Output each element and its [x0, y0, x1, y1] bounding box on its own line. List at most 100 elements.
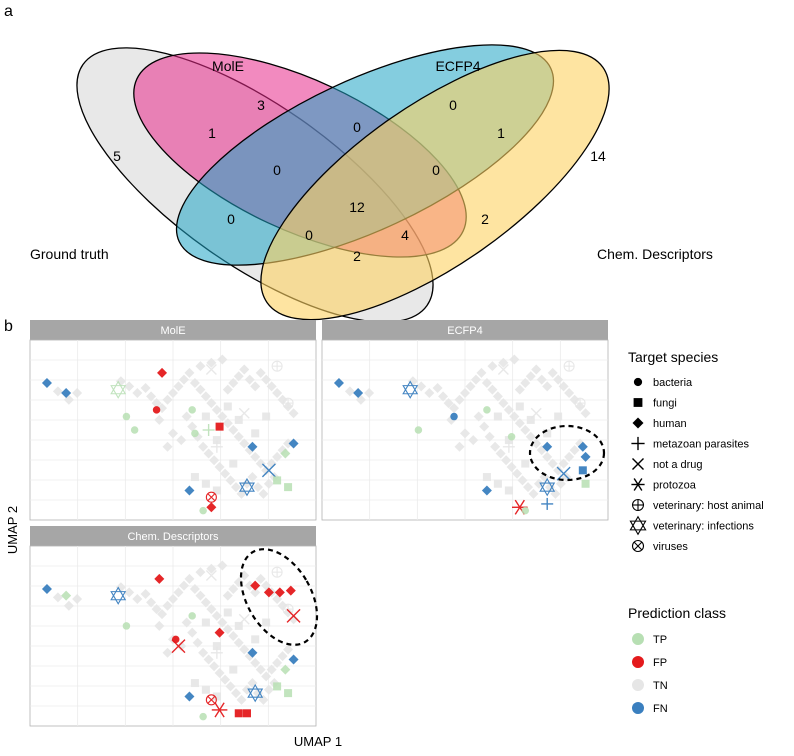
- scatter-point: [554, 412, 563, 421]
- venn-count: 0: [449, 97, 457, 113]
- scatter-point: [222, 590, 233, 601]
- scatter-point: [487, 384, 498, 395]
- scatter-point: [539, 477, 556, 497]
- scatter-point: [168, 594, 178, 605]
- scatter-point: [229, 665, 238, 674]
- scatter-point: [124, 587, 135, 598]
- scatter-point: [262, 618, 271, 627]
- scatter-point: [344, 386, 355, 397]
- legend-key: [633, 398, 643, 407]
- scatter-point: [542, 451, 553, 462]
- scatter-point: [251, 635, 260, 644]
- venn-count: 12: [349, 199, 365, 215]
- highlight-ellipse: [528, 424, 606, 482]
- scatter-point: [280, 448, 291, 459]
- scatter-point: [495, 448, 506, 459]
- scatter-point: [157, 367, 168, 378]
- scatter-point: [184, 367, 195, 378]
- scatter-point: [288, 654, 299, 665]
- scatter-point: [574, 397, 586, 409]
- scatter-point: [492, 391, 503, 402]
- legend-key: [629, 515, 647, 536]
- scatter-point: [168, 428, 178, 439]
- scatter-point: [266, 381, 277, 392]
- venn-count: 5: [113, 148, 121, 164]
- venn-diagram: MolE ECFP4 Ground truth Chem. Descriptor…: [30, 44, 713, 323]
- scatter-point: [271, 566, 283, 578]
- facet-panel: ECFP4: [321, 320, 609, 521]
- scatter-point: [222, 384, 233, 395]
- scatter-point: [509, 411, 520, 422]
- scatter-point: [504, 486, 513, 495]
- scatter-point: [512, 468, 523, 479]
- scatter-point: [238, 477, 255, 497]
- legend-label: human: [653, 418, 687, 430]
- scatter-point: [506, 461, 517, 472]
- scatter-point: [173, 381, 184, 392]
- scatter-point: [152, 406, 161, 414]
- scatter-point: [201, 618, 210, 627]
- scatter-point: [217, 560, 228, 571]
- scatter-point: [266, 458, 277, 469]
- legend-label: FN: [653, 703, 668, 715]
- scatter-point: [558, 458, 569, 469]
- scatter-point: [476, 367, 487, 378]
- scatter-point: [199, 712, 207, 721]
- scatter-point: [252, 482, 263, 493]
- scatter-point: [569, 445, 580, 456]
- scatter-point: [353, 388, 364, 399]
- scatter-point: [578, 466, 587, 475]
- scatter-point: [266, 664, 277, 675]
- scatter-point: [171, 639, 186, 654]
- facet-panel: MolE: [29, 320, 317, 521]
- scatter-point: [263, 684, 274, 695]
- legend-key: [631, 436, 645, 451]
- scatter-point: [542, 441, 553, 452]
- scatter-point: [261, 465, 272, 476]
- scatter-point: [283, 438, 294, 449]
- scatter-point: [228, 377, 239, 388]
- scatter-point: [262, 412, 271, 421]
- scatter-point: [450, 412, 458, 421]
- scatter-point: [154, 414, 165, 425]
- scatter-point: [210, 440, 223, 453]
- scatter-point: [247, 683, 264, 703]
- scatter-point: [443, 398, 454, 409]
- panel-letter-a: a: [4, 3, 13, 20]
- scatter-point: [184, 485, 195, 496]
- scatter-point: [553, 374, 564, 385]
- scatter-point: [184, 691, 195, 702]
- scatter-point: [231, 688, 242, 699]
- venn-count: 0: [227, 211, 235, 227]
- scatter-point: [514, 418, 525, 429]
- scatter-point: [206, 398, 217, 409]
- scatter-point: [468, 435, 479, 446]
- scatter-point: [555, 478, 566, 489]
- scatter-point: [438, 391, 449, 402]
- scatter-point: [63, 600, 74, 611]
- scatter-point: [255, 458, 266, 469]
- venn-label-chem-descriptors: Chem. Descriptors: [597, 246, 713, 262]
- scatter-point: [490, 441, 501, 452]
- scatter-point: [239, 644, 250, 655]
- scatter-point: [206, 563, 217, 574]
- scatter-point: [154, 620, 165, 631]
- scatter-point: [228, 583, 239, 594]
- scatter-point: [271, 360, 283, 372]
- umap-facets: MolE ECFP4 Chem. Descriptors: [29, 320, 609, 727]
- scatter-point: [192, 637, 203, 648]
- scatter-point: [195, 567, 206, 578]
- scatter-point: [189, 583, 200, 594]
- scatter-point: [258, 488, 269, 499]
- scatter-point: [171, 635, 180, 644]
- venn-ellipse-chem-descriptors: [260, 49, 610, 321]
- scatter-point: [236, 694, 247, 705]
- scatter-point: [547, 458, 558, 469]
- scatter-point: [250, 451, 261, 462]
- scatter-point: [251, 429, 260, 438]
- venn-count: 2: [481, 211, 489, 227]
- scatter-point: [220, 468, 231, 479]
- scatter-point: [233, 431, 244, 442]
- scatter-point: [288, 408, 299, 419]
- legend-key: [632, 633, 644, 645]
